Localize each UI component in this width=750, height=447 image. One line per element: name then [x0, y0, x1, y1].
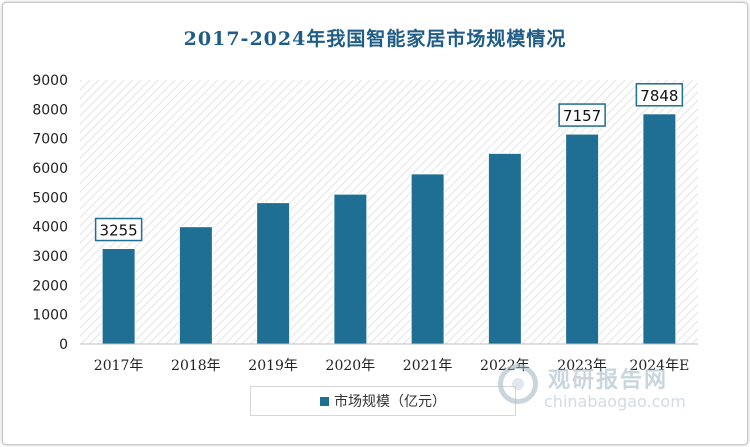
watermark-name-en: chinabaogao.com: [544, 392, 686, 411]
x-tick-label: 2019年: [248, 358, 298, 374]
watermark: 观研报告网 chinabaogao.com: [498, 362, 708, 414]
y-tick-label: 1000: [32, 308, 68, 324]
data-label: 7157: [563, 107, 601, 125]
y-tick-label: 2000: [32, 278, 68, 294]
bar: [256, 202, 291, 345]
y-tick-label: 3000: [32, 249, 68, 265]
bar: [642, 113, 677, 345]
y-tick-label: 7000: [32, 132, 68, 148]
data-label-box: [558, 103, 606, 127]
x-tick-label: 2018年: [171, 358, 221, 374]
chart-title: 2017-2024年我国智能家居市场规模情况: [183, 28, 567, 50]
y-tick-label: 9000: [32, 73, 68, 89]
y-tick-label: 6000: [32, 161, 68, 177]
x-tick-label: 2017年: [94, 358, 144, 374]
bar: [178, 226, 213, 345]
bar: [487, 152, 522, 345]
watermark-name-cn: 观研报告网: [548, 368, 669, 393]
y-tick-label: 0: [59, 337, 68, 353]
x-tick-label: 2024年E: [629, 358, 689, 374]
data-label-box: [635, 83, 684, 107]
bar: [333, 193, 368, 345]
y-tick-label: 4000: [32, 220, 68, 236]
y-tick-label: 8000: [32, 102, 68, 118]
x-tick-label: 2021年: [403, 358, 453, 374]
data-label: 7848: [640, 87, 678, 105]
bar: [101, 248, 136, 345]
data-label-box: [94, 217, 143, 242]
x-tick-label: 2020年: [326, 358, 376, 374]
watermark-logo-icon: [498, 364, 538, 404]
bar: [565, 133, 600, 345]
y-tick-label: 5000: [32, 190, 68, 206]
legend-swatch: [320, 396, 329, 406]
x-tick-label: 2023年: [557, 358, 607, 374]
data-label: 3255: [100, 222, 138, 240]
bar: [410, 173, 445, 345]
legend: 市场规模（亿元）: [250, 386, 516, 416]
legend-label: 市场规模（亿元）: [334, 394, 446, 410]
